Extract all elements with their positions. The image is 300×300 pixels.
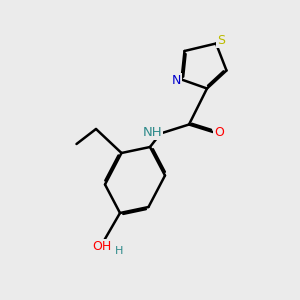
- Text: S: S: [218, 34, 225, 47]
- Text: NH: NH: [142, 125, 162, 139]
- Text: H: H: [115, 246, 123, 256]
- Text: OH: OH: [92, 240, 112, 254]
- Text: O: O: [214, 125, 224, 139]
- Text: N: N: [171, 74, 181, 88]
